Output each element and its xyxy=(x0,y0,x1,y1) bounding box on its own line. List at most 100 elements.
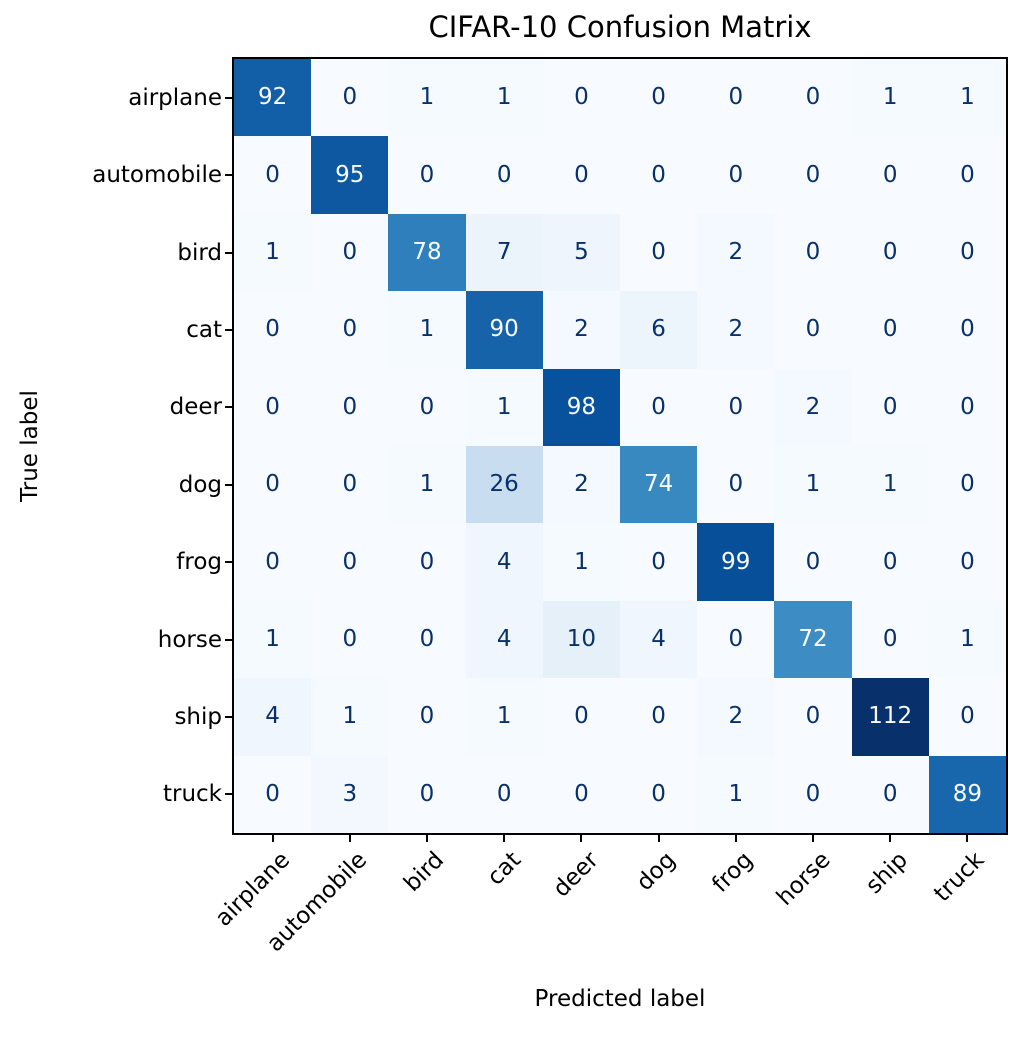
matrix-cell: 0 xyxy=(311,446,389,524)
matrix-cell: 1 xyxy=(851,59,929,137)
x-tick-label: bird xyxy=(399,847,450,897)
matrix-cell: 3 xyxy=(311,755,389,833)
x-axis-label: Predicted label xyxy=(534,986,706,1012)
matrix-cell: 1 xyxy=(465,368,543,446)
matrix-cell: 0 xyxy=(311,523,389,601)
matrix-cell: 0 xyxy=(234,446,312,524)
matrix-cell: 99 xyxy=(697,523,775,601)
y-tick-mark xyxy=(225,174,233,177)
y-tick-label: ship xyxy=(174,703,222,730)
matrix-cell: 0 xyxy=(697,368,775,446)
y-tick-label: deer xyxy=(169,394,222,421)
y-tick-label: airplane xyxy=(128,84,222,111)
matrix-cell: 89 xyxy=(928,755,1006,833)
matrix-cell: 0 xyxy=(697,136,775,214)
matrix-cell: 1 xyxy=(388,291,466,369)
matrix-cell: 1 xyxy=(697,755,775,833)
matrix-cell: 0 xyxy=(928,446,1006,524)
matrix-cell: 0 xyxy=(928,136,1006,214)
matrix-cell: 0 xyxy=(928,368,1006,446)
matrix-cell: 0 xyxy=(311,213,389,292)
matrix-cell: 10 xyxy=(542,600,620,679)
matrix-cell: 0 xyxy=(388,136,466,214)
matrix-cell: 1 xyxy=(311,678,389,756)
x-tick-label: deer xyxy=(548,847,604,903)
matrix-cell: 0 xyxy=(542,136,620,214)
y-tick-mark xyxy=(225,406,233,409)
x-tick-label: frog xyxy=(707,847,759,898)
matrix-cell: 0 xyxy=(619,59,698,137)
matrix-cell: 0 xyxy=(851,600,929,679)
x-tick-label: cat xyxy=(482,847,527,891)
matrix-cell: 0 xyxy=(311,600,389,679)
matrix-cell: 0 xyxy=(234,368,312,446)
x-tick-mark xyxy=(966,834,969,842)
matrix-cell: 0 xyxy=(697,59,775,137)
matrix-cell: 4 xyxy=(465,523,543,601)
y-tick-mark xyxy=(225,251,233,254)
matrix-cell: 0 xyxy=(928,523,1006,601)
matrix-cell: 1 xyxy=(542,523,620,601)
matrix-cell: 0 xyxy=(928,678,1006,756)
matrix-cell: 98 xyxy=(542,368,620,446)
matrix-cell: 0 xyxy=(851,213,929,292)
matrix-cell: 78 xyxy=(388,213,466,292)
matrix-cell: 0 xyxy=(311,291,389,369)
matrix-cell: 0 xyxy=(388,600,466,679)
x-tick-label: truck xyxy=(929,847,990,908)
y-tick-mark xyxy=(225,715,233,718)
x-tick-mark xyxy=(734,834,737,842)
matrix-cell: 0 xyxy=(774,59,852,137)
matrix-cell: 1 xyxy=(388,59,466,137)
x-tick-mark xyxy=(271,834,274,842)
y-tick-mark xyxy=(225,561,233,564)
matrix-cell: 0 xyxy=(542,678,620,756)
matrix-cell: 2 xyxy=(697,291,775,369)
matrix-cell: 0 xyxy=(928,213,1006,292)
matrix-cell: 26 xyxy=(465,446,543,524)
matrix-cell: 0 xyxy=(697,600,775,679)
matrix-cell: 0 xyxy=(542,59,620,137)
matrix-cell: 0 xyxy=(851,368,929,446)
x-tick-mark xyxy=(503,834,506,842)
matrix-cell: 1 xyxy=(851,446,929,524)
matrix-cell: 0 xyxy=(619,755,698,833)
matrix-cell: 0 xyxy=(774,755,852,833)
y-tick-label: truck xyxy=(162,781,222,808)
matrix-cell: 90 xyxy=(465,291,543,369)
matrix-cell: 5 xyxy=(542,213,620,292)
matrix-cell: 0 xyxy=(311,59,389,137)
matrix-cell: 0 xyxy=(234,291,312,369)
matrix-cell: 0 xyxy=(619,136,698,214)
x-tick-label: dog xyxy=(632,847,681,896)
matrix-cell: 72 xyxy=(774,600,852,679)
matrix-cell: 0 xyxy=(851,755,929,833)
matrix-cell: 1 xyxy=(774,446,852,524)
y-tick-mark xyxy=(225,328,233,331)
matrix-cell: 0 xyxy=(928,291,1006,369)
matrix-cell: 2 xyxy=(774,368,852,446)
matrix-cell: 0 xyxy=(619,523,698,601)
matrix-cell: 0 xyxy=(851,523,929,601)
matrix-cell: 0 xyxy=(774,213,852,292)
matrix-cell: 0 xyxy=(234,523,312,601)
y-tick-mark xyxy=(225,483,233,486)
y-tick-label: automobile xyxy=(92,162,222,189)
y-tick-label: cat xyxy=(186,316,222,343)
y-tick-mark xyxy=(225,638,233,641)
chart-title: CIFAR-10 Confusion Matrix xyxy=(428,10,812,44)
matrix-cell: 0 xyxy=(311,368,389,446)
y-tick-mark xyxy=(225,793,233,796)
matrix-cell: 7 xyxy=(465,213,543,292)
matrix-cell: 4 xyxy=(619,600,698,679)
matrix-cell: 1 xyxy=(928,59,1006,137)
matrix-cell: 4 xyxy=(234,678,312,756)
x-tick-mark xyxy=(426,834,428,842)
matrix-cell: 1 xyxy=(928,600,1006,679)
matrix-cell: 0 xyxy=(388,678,466,756)
matrix-cell: 0 xyxy=(234,755,312,833)
matrix-cell: 2 xyxy=(697,678,775,756)
matrix-cell: 0 xyxy=(465,136,543,214)
matrix-cell: 0 xyxy=(388,523,466,601)
